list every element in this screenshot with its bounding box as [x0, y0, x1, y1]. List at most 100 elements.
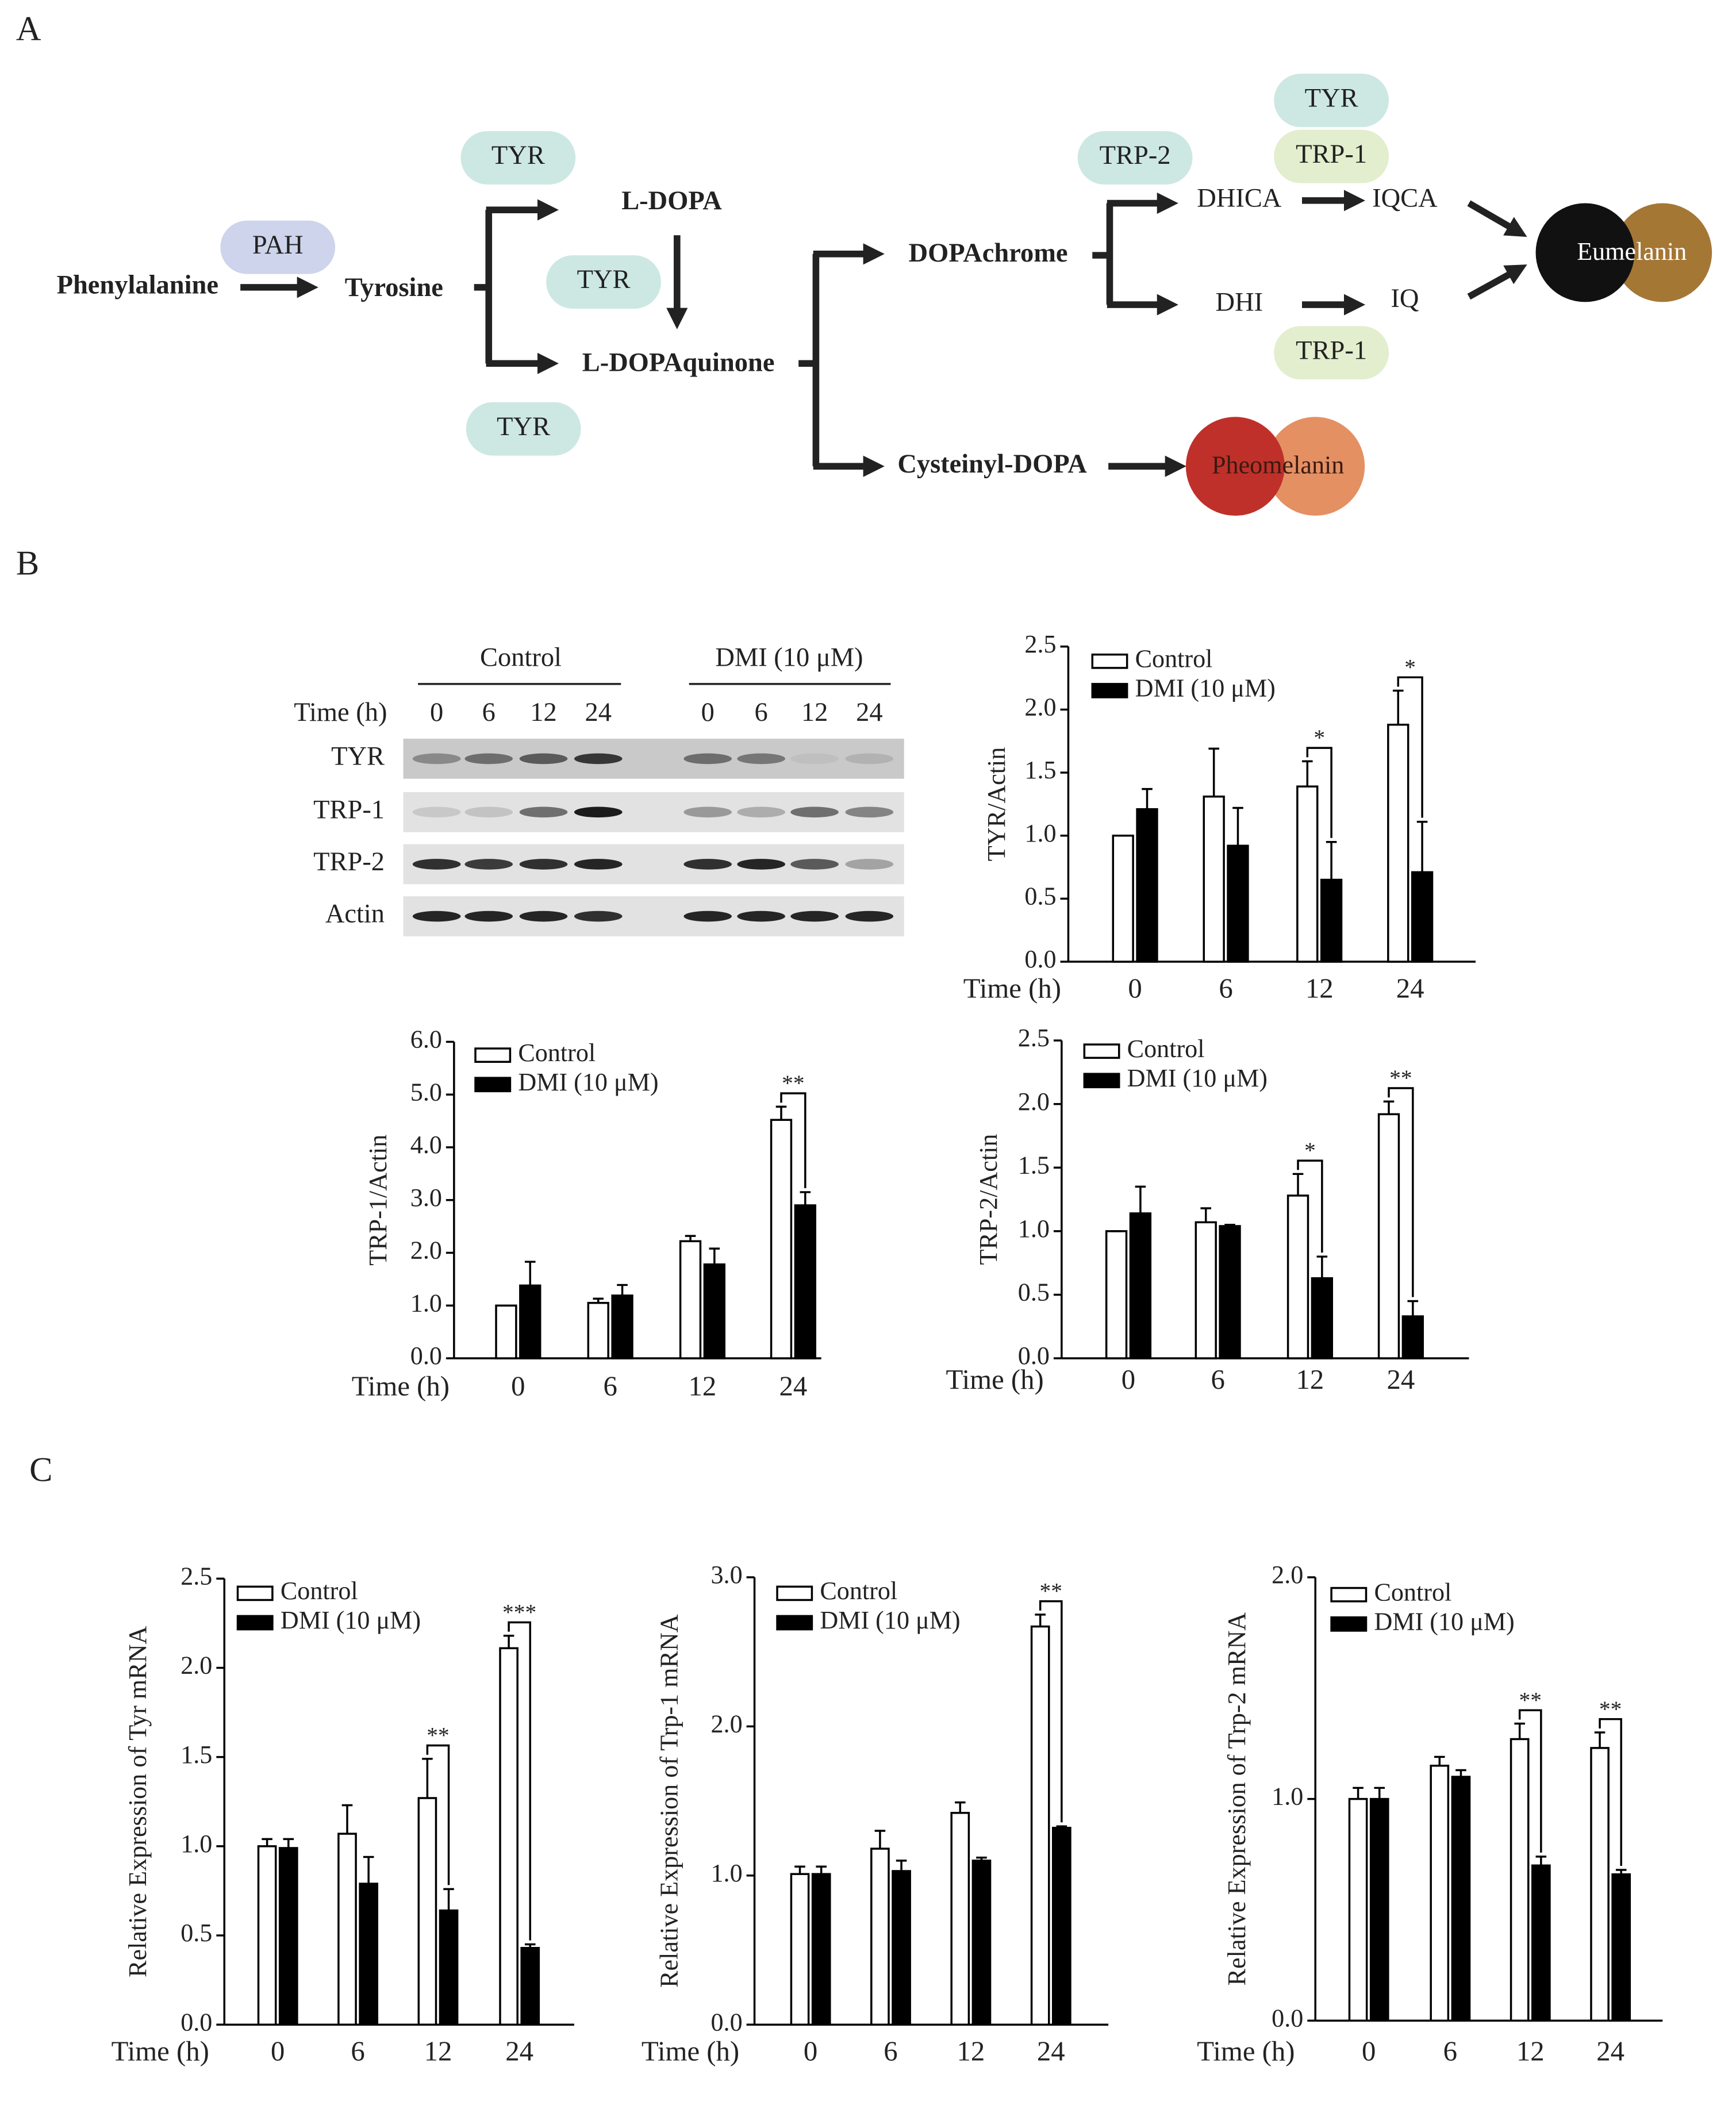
blot-band — [737, 859, 785, 870]
blot-band — [683, 859, 732, 870]
pathway-node: Tyrosine — [345, 273, 443, 302]
blot-band — [519, 859, 568, 870]
significance-bracket — [1039, 1600, 1063, 1823]
bar — [1369, 1797, 1389, 2022]
y-tick-label: 0.5 — [180, 1919, 212, 1947]
y-tick-label: 1.0 — [410, 1289, 442, 1317]
panel-label: B — [16, 544, 39, 582]
blot-band — [790, 806, 839, 818]
enzyme-pill — [1274, 74, 1389, 128]
bar — [337, 1833, 357, 2026]
blot-band — [519, 753, 568, 765]
blot-band — [683, 806, 732, 818]
x-tick-label: 0 — [804, 2035, 817, 2066]
bar — [1451, 1776, 1471, 2022]
bar — [811, 1873, 831, 2026]
y-tick-label: 2.0 — [1018, 1088, 1050, 1116]
y-tick-label: 1.0 — [1018, 1215, 1050, 1243]
y-tick-label: 2.0 — [410, 1236, 442, 1265]
enzyme-pill — [546, 255, 661, 309]
x-tick-label: 0 — [1362, 2035, 1376, 2066]
blot-band — [519, 911, 568, 922]
legend-label: DMI (10 μM) — [281, 1606, 421, 1634]
error-bar — [262, 1838, 272, 1846]
blot-protein-label: TRP-2 — [313, 847, 385, 877]
pigment-label: Eumelanin — [1577, 237, 1687, 266]
bar — [794, 1204, 816, 1359]
error-bar — [422, 1758, 433, 1799]
error-bar — [1416, 820, 1428, 873]
x-tick-label: 12 — [1296, 1364, 1324, 1395]
x-tick-label: 12 — [1305, 973, 1334, 1004]
error-bar — [443, 1888, 454, 1911]
blot-band — [845, 911, 894, 922]
significance-bracket — [426, 1744, 450, 1885]
error-bar — [1615, 1869, 1627, 1874]
error-bar — [593, 1297, 604, 1303]
bar — [611, 1295, 633, 1359]
legend-label: Control — [1374, 1578, 1451, 1606]
blot-lane-label: 0 — [701, 698, 715, 727]
bar — [1112, 834, 1134, 963]
legend-label: Control — [518, 1039, 596, 1067]
y-tick-label: 0.0 — [180, 2008, 212, 2036]
error-bar — [1208, 747, 1219, 797]
bar — [1590, 1747, 1610, 2022]
error-bar — [1383, 1100, 1395, 1115]
blot-band — [845, 753, 894, 765]
bar — [1348, 1797, 1368, 2022]
y-tick-label: 2.0 — [1024, 693, 1056, 721]
x-tick-label: 6 — [351, 2035, 364, 2066]
error-bar — [617, 1284, 628, 1296]
enzyme-pill — [1274, 129, 1389, 183]
y-tick-label: 1.0 — [180, 1830, 212, 1858]
blot-band — [574, 753, 623, 765]
blot-band — [574, 806, 623, 818]
x-tick-label: 6 — [1211, 1364, 1224, 1395]
significance-bracket — [1297, 1159, 1323, 1253]
bar — [359, 1883, 379, 2026]
blot-band — [412, 753, 461, 765]
y-tick-label: 1.0 — [1272, 1783, 1303, 1811]
y-tick-label: 0.5 — [1018, 1278, 1050, 1307]
bar — [1411, 871, 1434, 963]
legend-label: Control — [820, 1577, 897, 1605]
bar — [1311, 1277, 1334, 1359]
x-tick-label: 12 — [957, 2035, 985, 2066]
significance-label: * — [1404, 654, 1416, 679]
significance-bracket — [1388, 1087, 1414, 1297]
error-bar — [503, 1634, 514, 1649]
x-axis-label: Time (h) — [963, 973, 1061, 1004]
bar — [1203, 796, 1225, 963]
x-tick-label: 6 — [1219, 973, 1232, 1004]
legend-swatch — [776, 1615, 813, 1631]
blot-band — [412, 911, 461, 922]
error-bar — [1232, 806, 1243, 846]
pathway-node: L-DOPA — [621, 186, 722, 216]
pathway-node: IQ — [1391, 284, 1419, 313]
enzyme-pill — [1077, 131, 1193, 185]
bar — [1510, 1738, 1530, 2022]
x-tick-label: 24 — [1387, 1364, 1415, 1395]
error-bar — [800, 1191, 811, 1205]
enzyme-pill — [466, 402, 581, 456]
bar — [1030, 1625, 1050, 2026]
error-bar — [874, 1830, 886, 1849]
bar — [892, 1870, 911, 2026]
blot-band — [790, 859, 839, 870]
significance-label: *** — [502, 1600, 536, 1625]
blot-band — [845, 859, 894, 870]
blot-band — [464, 806, 513, 818]
y-tick-label: 1.5 — [1018, 1151, 1050, 1179]
legend-label: Control — [1127, 1035, 1205, 1063]
pigment-circle — [1266, 417, 1365, 516]
bar — [1219, 1225, 1241, 1359]
legend-swatch — [236, 1585, 274, 1601]
y-tick-label: 4.0 — [410, 1131, 442, 1159]
bar — [278, 1847, 298, 2026]
enzyme-pill — [1274, 326, 1389, 380]
error-bar — [1200, 1207, 1212, 1223]
legend-label: Control — [1135, 644, 1213, 673]
y-tick-label: 2.5 — [180, 1562, 212, 1590]
blot-band — [737, 806, 785, 818]
